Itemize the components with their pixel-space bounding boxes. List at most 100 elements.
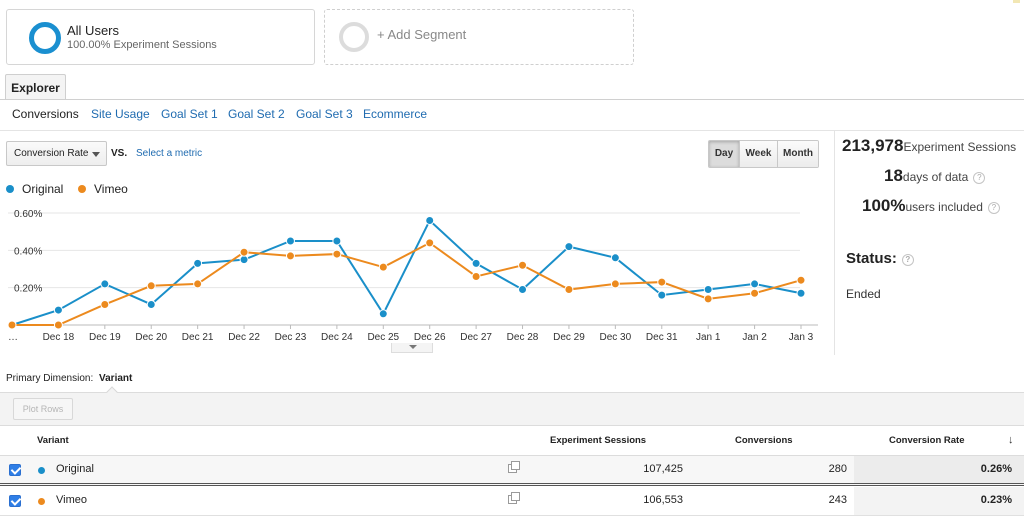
data-point: [796, 275, 806, 285]
stat-days: 18days of data?: [884, 166, 986, 186]
sort-desc-icon[interactable]: ↓: [1008, 434, 1014, 446]
status-value: Ended: [846, 287, 881, 301]
data-point: [239, 255, 249, 265]
x-tick-label: Jan 2: [742, 332, 767, 343]
series-line-original: [11, 218, 802, 326]
x-tick-label: Dec 21: [182, 332, 214, 343]
metric-dropdown[interactable]: Conversion Rate: [6, 141, 107, 166]
stat-sessions-label: Experiment Sessions: [903, 140, 1017, 154]
data-point: [703, 285, 713, 295]
sessions-value: 107,425: [643, 463, 683, 475]
x-tick-label: Dec 18: [43, 332, 75, 343]
data-point: [193, 258, 203, 268]
select-metric-link[interactable]: Select a metric: [136, 148, 203, 159]
data-point: [564, 285, 574, 295]
column-header-sessions[interactable]: Experiment Sessions: [550, 435, 647, 446]
column-header-variant[interactable]: Variant: [37, 435, 69, 446]
row-checkbox[interactable]: [9, 495, 21, 507]
legend-item-original[interactable]: Original: [6, 182, 63, 196]
data-point: [193, 279, 203, 289]
help-icon[interactable]: ?: [987, 202, 1000, 214]
vs-label: VS.: [111, 148, 128, 159]
segment-title: All Users: [67, 23, 120, 38]
x-tick-label: Dec 23: [275, 332, 307, 343]
plot-rows-button[interactable]: Plot Rows: [13, 398, 73, 420]
corner-marker: [1013, 0, 1020, 3]
legend-dot-icon: [6, 185, 14, 193]
copy-icon[interactable]: [508, 461, 520, 473]
header-divider: [0, 455, 1024, 456]
tab-explorer[interactable]: Explorer: [5, 74, 66, 100]
data-point: [703, 294, 713, 304]
stat-sessions-value: 213,978: [842, 136, 904, 155]
x-tick-label: Dec 19: [89, 332, 121, 343]
chevron-down-icon: [92, 152, 100, 157]
data-point: [610, 279, 620, 289]
y-tick-label: 0.20%: [14, 284, 42, 295]
x-tick-label: Dec 20: [135, 332, 167, 343]
segment-ring-icon: [29, 22, 61, 54]
data-point: [239, 247, 249, 257]
stat-users: 100%users included?: [862, 196, 1000, 216]
period-day-button[interactable]: Day: [709, 141, 740, 167]
stat-sessions: 213,978Experiment Sessions: [842, 136, 1016, 156]
add-segment-button[interactable]: + Add Segment: [324, 9, 634, 65]
x-tick-label: Dec 25: [367, 332, 399, 343]
copy-icon[interactable]: [508, 492, 520, 504]
data-point: [285, 251, 295, 261]
data-point: [7, 320, 17, 330]
period-week-button[interactable]: Week: [740, 141, 778, 167]
data-point: [100, 299, 110, 309]
subtab-goal-set-3[interactable]: Goal Set 3: [296, 107, 353, 121]
stat-users-label: users included: [905, 200, 983, 214]
empty-segment-ring-icon: [339, 22, 369, 52]
subtab-goal-set-1[interactable]: Goal Set 1: [161, 107, 218, 121]
row-checkbox[interactable]: [9, 464, 21, 476]
subtab-goal-set-2[interactable]: Goal Set 2: [228, 107, 285, 121]
add-segment-label: + Add Segment: [377, 27, 467, 42]
data-point: [146, 299, 156, 309]
primary-dimension-label: Primary Dimension:: [6, 373, 94, 384]
help-icon[interactable]: ?: [901, 254, 914, 266]
data-point: [471, 258, 481, 268]
data-point: [750, 279, 760, 289]
segment-all-users[interactable]: All Users 100.00% Experiment Sessions: [6, 9, 315, 65]
segment-subtitle: 100.00% Experiment Sessions: [67, 39, 217, 51]
stat-days-value: 18: [884, 166, 903, 185]
x-tick-label: Dec 28: [507, 332, 539, 343]
column-header-conversion-rate[interactable]: Conversion Rate: [889, 435, 965, 446]
chevron-down-icon: [409, 345, 417, 349]
subtab-site-usage[interactable]: Site Usage: [91, 107, 150, 121]
data-point: [378, 309, 388, 319]
x-tick-label: Dec 27: [460, 332, 492, 343]
subtab-ecommerce[interactable]: Ecommerce: [363, 107, 428, 121]
subtab-conversions[interactable]: Conversions: [12, 107, 79, 121]
stat-users-value: 100%: [862, 196, 906, 215]
variant-name: Vimeo: [56, 494, 87, 506]
series-dot-icon: [38, 498, 45, 505]
primary-dimension-variant[interactable]: Variant: [99, 373, 133, 384]
data-point: [564, 242, 574, 252]
period-month-button[interactable]: Month: [778, 141, 818, 167]
legend-item-vimeo[interactable]: Vimeo: [78, 182, 128, 196]
data-point: [657, 290, 667, 300]
x-tick-label: Dec 26: [414, 332, 446, 343]
metric-dropdown-label: Conversion Rate: [14, 148, 89, 159]
panel-divider: [834, 131, 835, 355]
subtab-divider: [0, 130, 1024, 131]
conversions-value: 280: [828, 463, 847, 475]
help-icon[interactable]: ?: [973, 172, 986, 184]
legend-label: Vimeo: [94, 182, 128, 196]
conversions-value: 243: [828, 494, 847, 506]
rate-value: 0.26%: [980, 463, 1012, 475]
data-point: [100, 279, 110, 289]
table-row: Original 107,425 280 0.26%: [0, 456, 1024, 486]
sessions-value: 106,553: [643, 494, 683, 506]
variant-name: Original: [56, 463, 94, 475]
data-point: [53, 305, 63, 315]
data-point: [285, 236, 295, 246]
chart-collapse-handle[interactable]: [391, 343, 433, 353]
data-point: [53, 320, 63, 330]
data-point: [425, 215, 435, 225]
column-header-conversions[interactable]: Conversions: [735, 435, 793, 446]
